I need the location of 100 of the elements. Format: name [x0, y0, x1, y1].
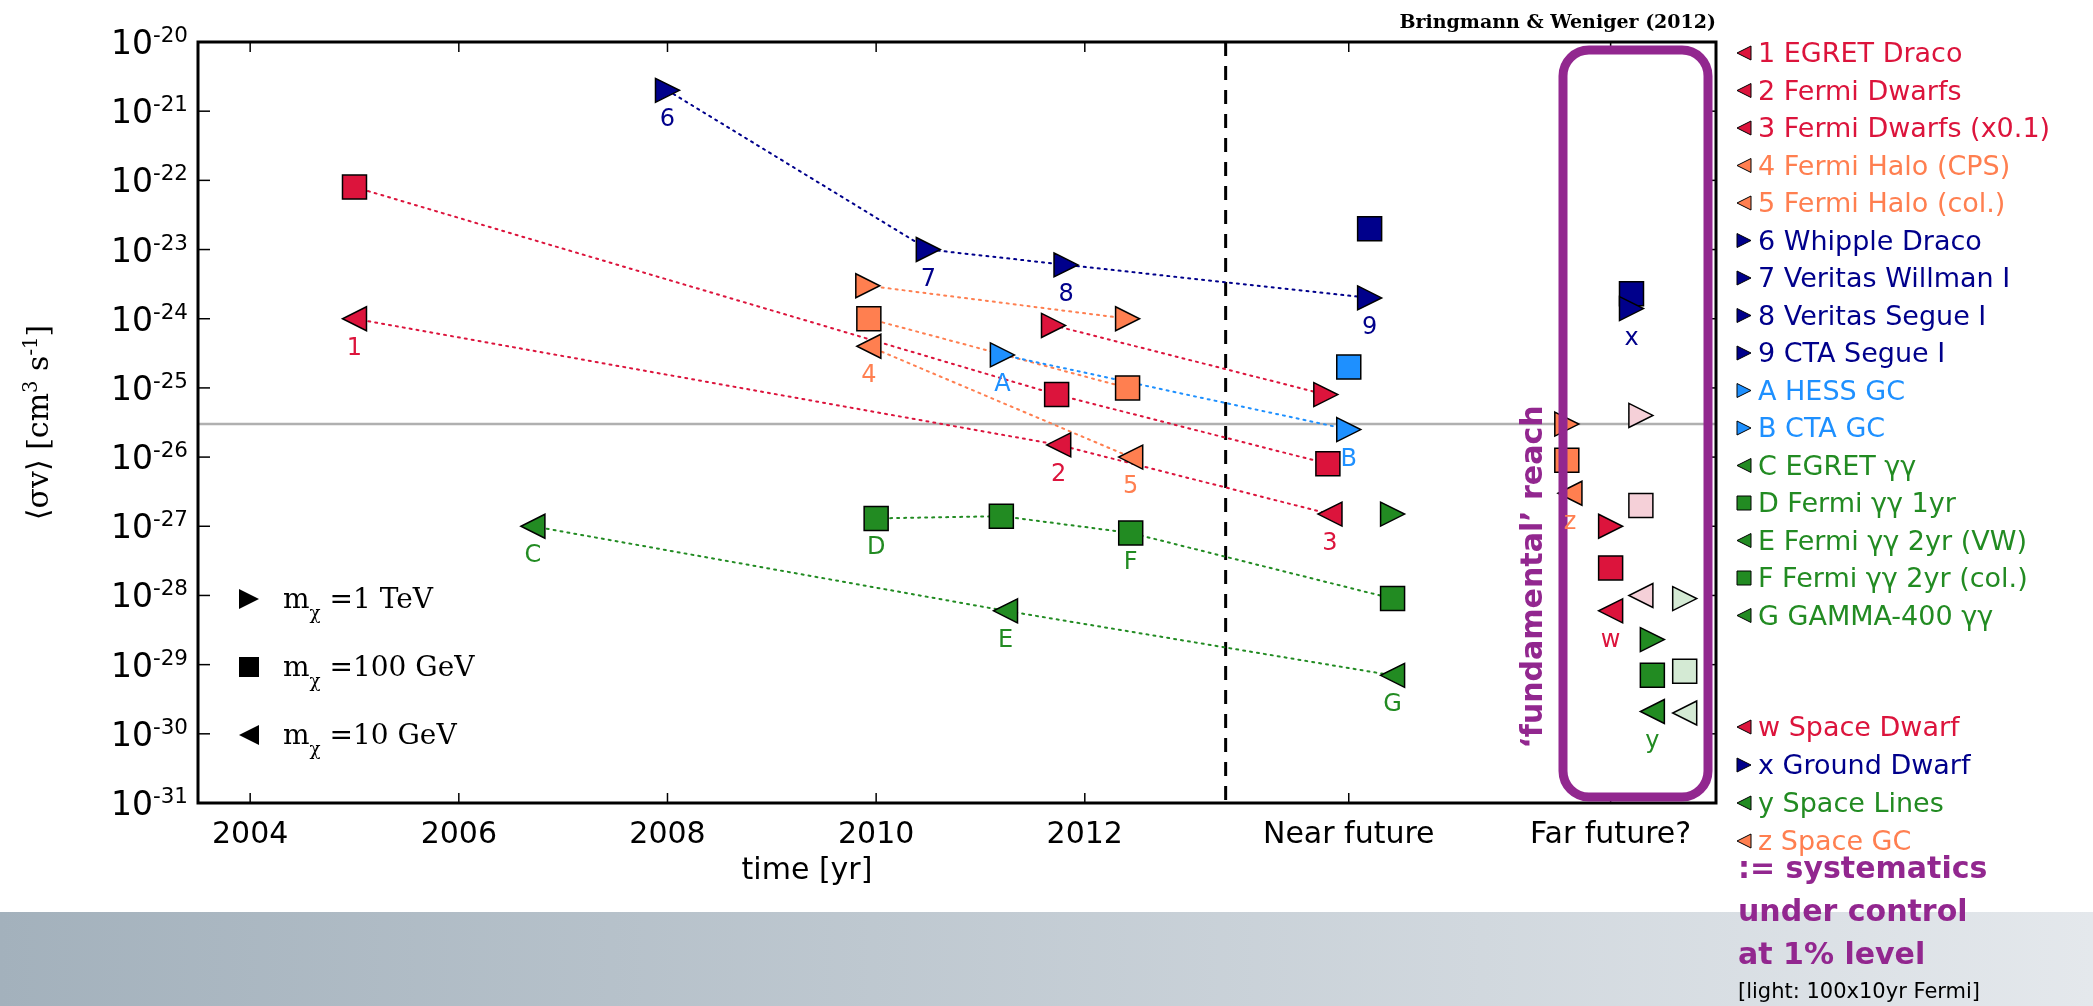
point: [1315, 451, 1341, 477]
point: [654, 77, 681, 104]
annotation: F: [1123, 546, 1138, 575]
legend-label: D Fermi γγ 1yr: [1758, 487, 1957, 518]
point: [1053, 252, 1079, 278]
legend-label: x Ground Dwarf: [1758, 749, 1972, 780]
point: [1043, 381, 1070, 408]
y-tick-label: 10$^{-24}$: [110, 298, 188, 339]
annotation: E: [997, 624, 1014, 653]
legend-label: A HESS GC: [1758, 374, 1906, 406]
legend-label: B CTA GC: [1758, 412, 1886, 443]
annotation: 4: [861, 360, 877, 389]
y-tick-label: 10$^{-23}$: [110, 229, 188, 270]
text: at 1% level: [1738, 936, 1926, 971]
point: [915, 236, 942, 263]
point: [1040, 312, 1067, 339]
annotation: 1: [346, 332, 363, 361]
legend-label: 8 Veritas Segue I: [1758, 299, 1987, 331]
annotation: B: [1340, 443, 1357, 472]
point: [855, 272, 881, 299]
point: [1639, 626, 1666, 653]
point: [1628, 582, 1654, 609]
point: [1597, 555, 1624, 581]
point: [1114, 375, 1141, 401]
x-tick-label: 2012: [1046, 815, 1123, 850]
point: [1671, 700, 1698, 726]
point: [520, 513, 546, 540]
point: [1117, 520, 1144, 546]
point: [992, 598, 1019, 624]
point: [1671, 658, 1698, 685]
point: [1628, 492, 1654, 519]
y-tick-label: 10$^{-21}$: [110, 90, 188, 132]
annotation: m$_{χ}$ =1 TeV: [283, 582, 434, 623]
annotation: D: [866, 532, 886, 561]
annotation: 8: [1058, 278, 1074, 307]
legend-label: E Fermi γγ 2yr (VW): [1758, 524, 2027, 556]
annotation: y: [1645, 725, 1660, 754]
point: [1356, 215, 1383, 242]
legend-label: 3 Fermi Dwarfs (x0.1): [1758, 112, 2051, 143]
annotation: ‘fundamental’ reach: [1514, 405, 1549, 749]
legend-label: 4 Fermi Halo (CPS): [1758, 149, 2011, 181]
point: [341, 305, 368, 332]
point: [856, 305, 882, 332]
point: [1379, 585, 1406, 612]
point: [1317, 501, 1343, 527]
legend-label: w Space Dwarf: [1758, 711, 1962, 742]
x-tick-label: 2008: [629, 815, 706, 850]
x-tick-label: Far future?: [1530, 815, 1692, 850]
x-tick-label: 2010: [837, 815, 915, 850]
legend-label: C EGRET γγ: [1758, 449, 1917, 481]
annotation: 3: [1322, 528, 1338, 557]
annotation: C: [524, 540, 542, 569]
annotation: G: [1383, 689, 1402, 718]
annotation: A: [994, 368, 1012, 397]
x-tick-label: 2004: [211, 815, 289, 850]
point: [1618, 295, 1645, 322]
legend-label: 6 Whipple Draco: [1758, 224, 1982, 256]
legend-label: y Space Lines: [1758, 787, 1944, 818]
point: [988, 503, 1015, 529]
y-tick-label: 10$^{-25}$: [110, 367, 188, 408]
annotation: m$_{χ}$ =100 GeV: [283, 650, 476, 691]
y-tick-label: 10$^{-29}$: [110, 644, 188, 685]
point: [1117, 444, 1144, 470]
y-tick-label: 10$^{-30}$: [110, 713, 188, 754]
legend-label: 9 CTA Segue I: [1758, 337, 1946, 368]
annotation: 6: [659, 104, 676, 133]
y-tick-label: 10$^{-27}$: [110, 505, 188, 547]
y-tick-label: 10$^{-22}$: [110, 159, 188, 201]
point: [1597, 513, 1624, 540]
annotation: 9: [1361, 311, 1378, 340]
legend-label: 5 Fermi Halo (col.): [1758, 187, 2006, 218]
annotation: 7: [920, 263, 936, 292]
point: [856, 333, 882, 360]
point: [1336, 354, 1362, 380]
y-tick-label: 10$^{-20}$: [110, 21, 188, 62]
annotation: x: [1624, 322, 1639, 351]
legend-label: z Space GC: [1758, 825, 1912, 856]
x-tick-label: Near future: [1262, 815, 1435, 850]
point: [1597, 598, 1624, 624]
point: [1313, 381, 1339, 408]
point: [1336, 416, 1362, 443]
text: Bringmann & Weniger (2012): [1399, 10, 1716, 32]
y-tick-label: 10$^{-28}$: [110, 574, 188, 616]
text: under control: [1738, 893, 1968, 928]
point: [1379, 662, 1406, 689]
legend-label: 1 EGRET Draco: [1758, 37, 1963, 68]
point: [1356, 285, 1383, 311]
point: [1639, 698, 1666, 725]
point: [1628, 402, 1654, 429]
y-tick-label: 10$^{-26}$: [110, 436, 188, 478]
text: [light: 100x10yr Fermi]: [1738, 979, 1981, 1003]
x-axis-title: time [yr]: [741, 851, 873, 886]
legend-label: 2 Fermi Dwarfs: [1758, 74, 1962, 106]
legend-label: 7 Veritas Willman I: [1758, 262, 2011, 293]
point: [989, 342, 1016, 368]
point: [1379, 501, 1406, 527]
point: [1639, 662, 1666, 689]
point: [341, 174, 368, 200]
legend-label: F Fermi γγ 2yr (col.): [1758, 562, 2028, 593]
point: [1114, 305, 1141, 332]
